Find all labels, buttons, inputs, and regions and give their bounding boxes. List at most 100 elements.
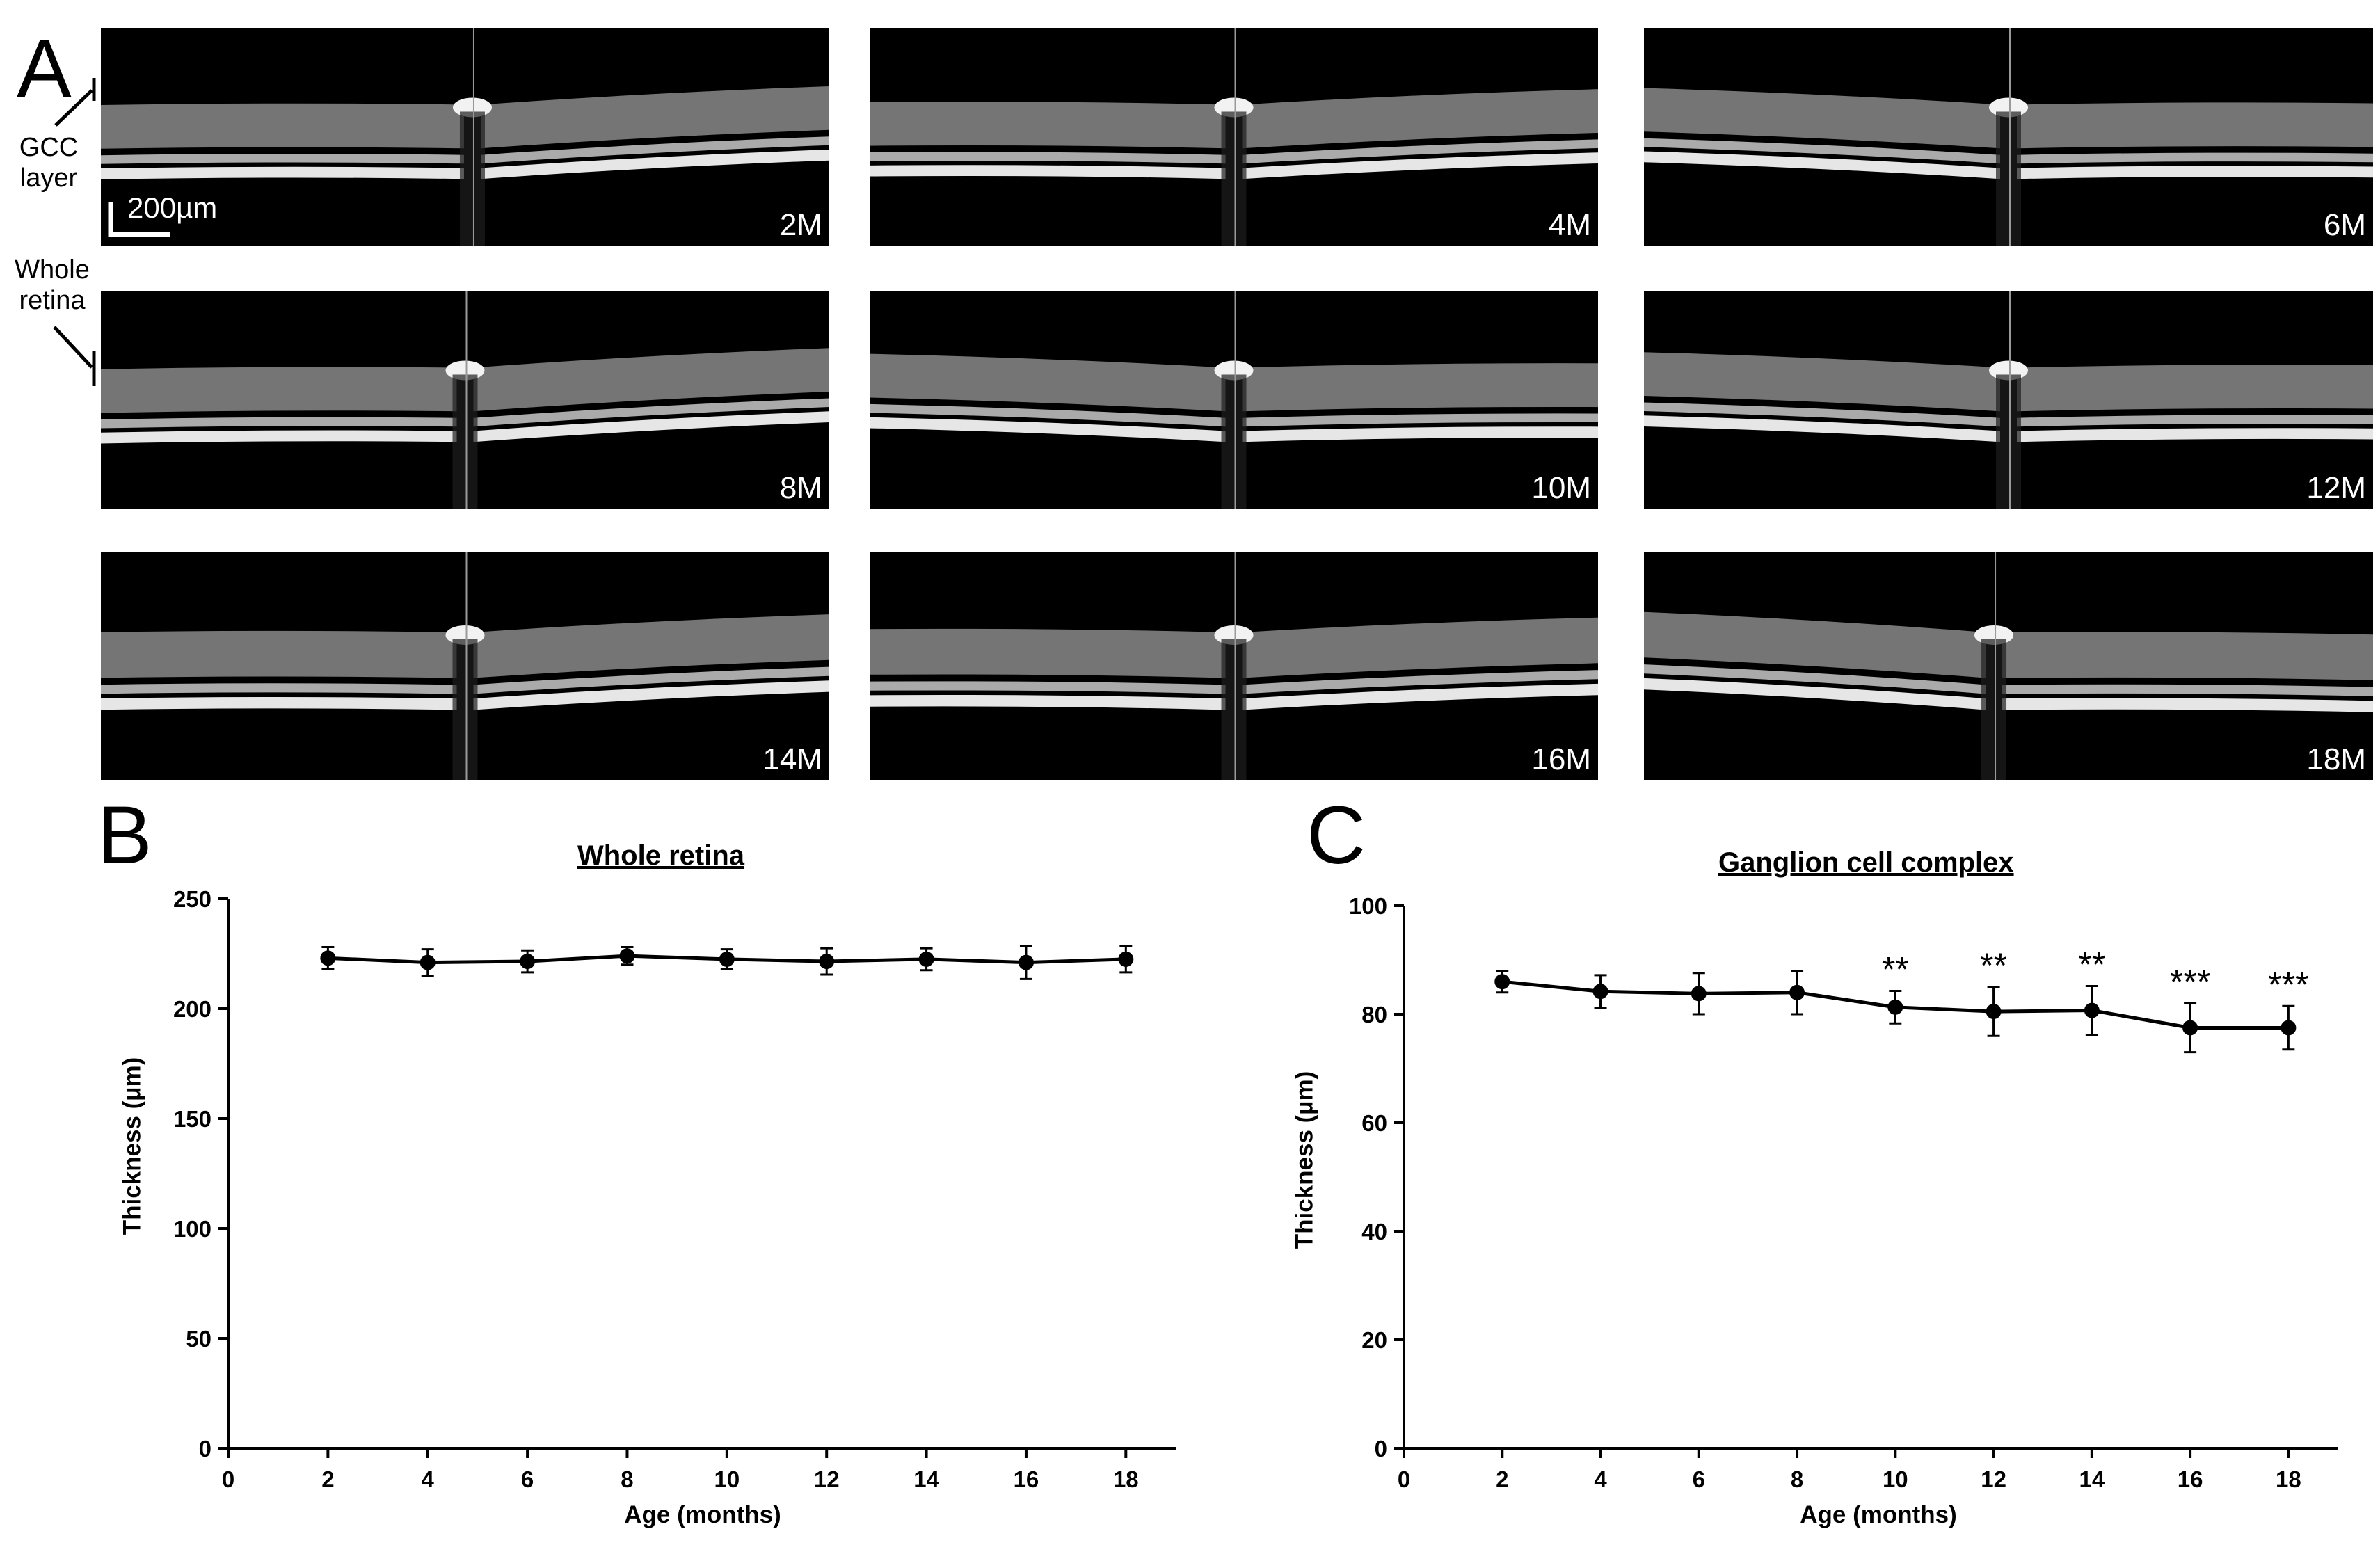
- x-tick-label: 10: [714, 1466, 740, 1492]
- data-point: **: [1980, 946, 2007, 1037]
- significance-label: **: [2078, 945, 2105, 984]
- y-tick-label: 0: [199, 1436, 211, 1462]
- scale-bar: [108, 202, 170, 237]
- data-point: [918, 947, 934, 972]
- x-tick-label: 0: [1398, 1466, 1410, 1492]
- gcc-layer-label: GCC layer: [10, 132, 88, 193]
- x-axis-label: Age (months): [624, 1501, 781, 1528]
- x-tick-label: 10: [1883, 1466, 1908, 1492]
- point-marker: [1118, 951, 1134, 967]
- gcc-label-line1: GCC: [19, 133, 79, 162]
- whole-retina-label: Whole retina: [0, 255, 104, 316]
- point-marker: [420, 954, 436, 970]
- data-point: [819, 947, 835, 976]
- gcc-label-line2: layer: [19, 163, 78, 193]
- age-label: 18M: [2306, 742, 2366, 776]
- oct-scan-image: 10M: [870, 291, 1598, 509]
- x-axis-label: Age (months): [1800, 1501, 1957, 1528]
- retina-layers: [870, 552, 1598, 780]
- data-point: **: [1882, 950, 1909, 1025]
- retina-layers: [870, 291, 1598, 509]
- age-label: 6M: [2323, 208, 2366, 242]
- y-tick-label: 60: [1361, 1110, 1387, 1136]
- point-marker: [1018, 954, 1034, 970]
- y-tick-label: 40: [1361, 1219, 1387, 1244]
- oct-scan-image: 8M: [101, 291, 829, 509]
- data-point: [619, 946, 635, 966]
- x-tick-label: 4: [1594, 1466, 1607, 1492]
- age-label: 8M: [779, 471, 822, 505]
- data-point: [420, 948, 436, 977]
- x-tick-label: 2: [1496, 1466, 1508, 1492]
- point-marker: [2182, 1020, 2198, 1036]
- x-tick-label: 8: [1791, 1466, 1803, 1492]
- retina-layers: [1644, 28, 2373, 246]
- retina-layers: [870, 28, 1598, 246]
- scale-bar-label: 200µm: [127, 191, 218, 224]
- y-tick-label: 250: [173, 886, 211, 912]
- retina-layers: [101, 552, 829, 780]
- data-point: [1789, 970, 1805, 1016]
- oct-scan-image: 6M: [1644, 28, 2373, 246]
- point-marker: [520, 954, 536, 970]
- panel-label-c: C: [1307, 790, 1366, 881]
- panel-label-b: B: [97, 790, 152, 881]
- point-marker: [2281, 1020, 2297, 1036]
- y-tick-label: 150: [173, 1106, 211, 1132]
- oct-scan-image: 16M: [870, 552, 1598, 780]
- point-marker: [2084, 1002, 2100, 1018]
- retina-layers: [1644, 291, 2373, 509]
- point-marker: [619, 948, 635, 964]
- x-tick-label: 12: [1981, 1466, 2006, 1492]
- point-marker: [320, 950, 336, 966]
- data-point: ***: [2170, 962, 2210, 1054]
- x-tick-label: 16: [2178, 1466, 2203, 1492]
- point-marker: [1789, 984, 1805, 1000]
- y-tick-label: 80: [1361, 1002, 1387, 1027]
- data-point: [320, 946, 336, 970]
- whole-label-line1: Whole: [15, 255, 90, 285]
- x-tick-label: 6: [521, 1466, 534, 1492]
- oct-scan-image: 4M: [870, 28, 1598, 246]
- point-marker: [819, 954, 835, 970]
- x-tick-label: 14: [913, 1466, 939, 1492]
- data-point: [1691, 972, 1707, 1016]
- retina-layers: [1644, 552, 2373, 780]
- data-point: [520, 949, 536, 974]
- y-tick-label: 100: [1349, 893, 1387, 919]
- retina-layers: [101, 28, 829, 246]
- whole-retina-chart: Whole retina Thickness (µm) Age (months)…: [0, 0, 1183, 1545]
- x-tick-label: 16: [1014, 1466, 1039, 1492]
- age-label: 10M: [1531, 471, 1591, 505]
- x-tick-label: 14: [2079, 1466, 2105, 1492]
- oct-scan-image: 12M: [1644, 291, 2373, 509]
- oct-scan-image: 2M 200µm: [101, 28, 829, 246]
- significance-label: **: [1882, 950, 1909, 988]
- y-tick-label: 100: [173, 1216, 211, 1242]
- point-marker: [1887, 999, 1903, 1015]
- x-tick-label: 4: [422, 1466, 435, 1492]
- y-tick-label: 200: [173, 996, 211, 1022]
- y-tick-label: 20: [1361, 1327, 1387, 1353]
- data-point: [719, 948, 735, 970]
- age-label: 2M: [779, 208, 822, 242]
- point-marker: [1494, 974, 1510, 990]
- x-tick-label: 12: [814, 1466, 840, 1492]
- age-label: 14M: [762, 742, 822, 776]
- data-point: [1018, 945, 1034, 980]
- oct-scan-image: 18M: [1644, 552, 2373, 780]
- y-tick-label: 0: [1375, 1436, 1387, 1462]
- age-label: 4M: [1548, 208, 1591, 242]
- point-marker: [719, 951, 735, 967]
- data-point: **: [2078, 945, 2105, 1036]
- age-label: 12M: [2306, 471, 2366, 505]
- point-marker: [1691, 986, 1707, 1002]
- point-marker: [1986, 1004, 2002, 1020]
- x-tick-label: 8: [621, 1466, 633, 1492]
- significance-label: ***: [2170, 962, 2210, 1001]
- x-tick-label: 18: [2276, 1466, 2301, 1492]
- y-tick-label: 50: [186, 1326, 211, 1352]
- age-label: 16M: [1531, 742, 1591, 776]
